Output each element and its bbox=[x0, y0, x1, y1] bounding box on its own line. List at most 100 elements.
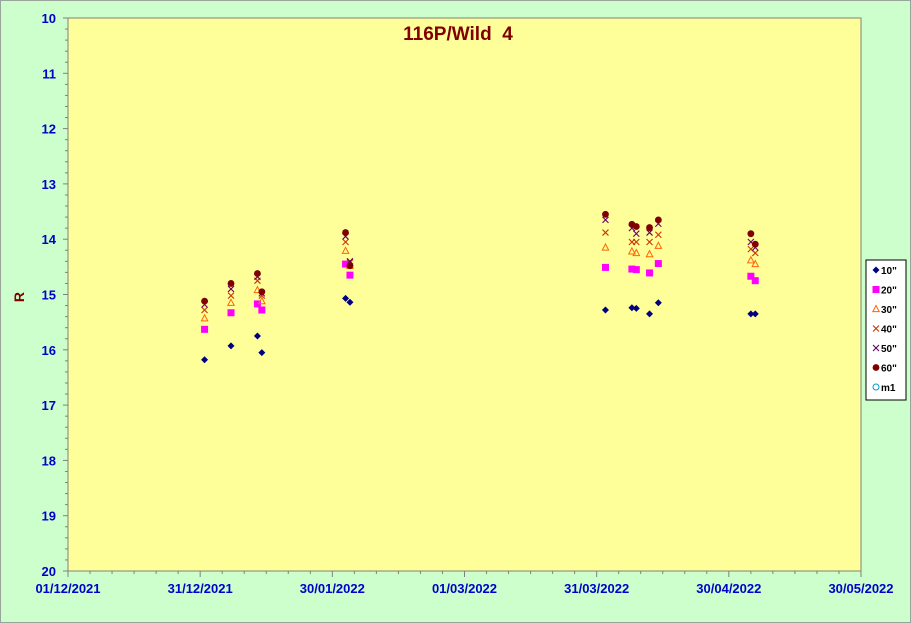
data-point bbox=[747, 310, 755, 318]
y-tick-label: 14 bbox=[42, 232, 57, 247]
series-4 bbox=[201, 229, 759, 314]
chart-title: 116P/Wild 4 bbox=[403, 24, 513, 45]
x-tick-label: 01/12/2021 bbox=[35, 581, 100, 596]
data-point bbox=[646, 269, 654, 277]
legend-marker bbox=[872, 286, 880, 293]
data-point bbox=[646, 238, 653, 246]
data-point bbox=[746, 255, 755, 264]
data-marks bbox=[200, 210, 760, 364]
y-tick-label: 19 bbox=[42, 509, 56, 524]
legend-marker bbox=[872, 325, 880, 332]
legend-label: 50" bbox=[881, 344, 897, 355]
data-point bbox=[346, 298, 354, 306]
y-tick-label: 18 bbox=[42, 453, 56, 468]
data-point bbox=[751, 277, 759, 285]
data-point bbox=[654, 216, 662, 224]
data-point bbox=[341, 246, 350, 254]
data-point bbox=[646, 229, 653, 236]
legend-box bbox=[865, 259, 907, 401]
data-point bbox=[751, 249, 759, 257]
data-point bbox=[201, 297, 208, 305]
data-point bbox=[253, 300, 261, 308]
data-point bbox=[342, 294, 350, 302]
legend-label: 30" bbox=[881, 305, 897, 316]
data-point bbox=[201, 356, 209, 364]
legend-label: 10" bbox=[881, 266, 897, 277]
data-point bbox=[258, 349, 266, 357]
legend-label: m1 bbox=[881, 383, 896, 394]
data-point bbox=[201, 325, 209, 333]
data-point bbox=[628, 265, 636, 273]
data-point bbox=[654, 299, 662, 307]
data-point bbox=[253, 285, 262, 294]
data-point bbox=[628, 304, 636, 312]
data-point bbox=[601, 242, 610, 251]
data-point bbox=[751, 240, 759, 248]
data-point bbox=[342, 229, 349, 236]
data-point bbox=[654, 260, 662, 268]
data-point bbox=[342, 238, 349, 246]
data-point bbox=[226, 298, 236, 306]
data-point bbox=[632, 223, 640, 230]
y-tick-label: 17 bbox=[42, 398, 56, 413]
series-1 bbox=[201, 294, 759, 364]
y-tick-label: 16 bbox=[42, 343, 56, 358]
data-point bbox=[632, 230, 640, 238]
legend-label: 60" bbox=[881, 364, 897, 375]
y-axis-title: R bbox=[11, 292, 27, 302]
data-point bbox=[632, 248, 641, 257]
axes: 10 11 12 13 14 15 16 17 18 19 20 01/12/2021 31/12/20… bbox=[35, 11, 893, 596]
data-point bbox=[747, 272, 755, 280]
data-point bbox=[201, 306, 208, 314]
x-tick-label: 31/12/2021 bbox=[168, 581, 233, 596]
y-tick-label: 10 bbox=[42, 11, 56, 26]
data-point bbox=[258, 306, 266, 314]
y-tick-label: 15 bbox=[42, 288, 56, 303]
data-point bbox=[602, 216, 609, 224]
data-point bbox=[227, 285, 235, 293]
legend-marker bbox=[871, 304, 881, 313]
data-point bbox=[601, 306, 609, 314]
data-point bbox=[227, 342, 235, 350]
legend-marker bbox=[872, 364, 880, 371]
data-point bbox=[747, 230, 755, 238]
y-tick-label: 12 bbox=[42, 122, 56, 137]
data-point bbox=[751, 259, 760, 268]
legend: 10" 20" 30" 40" 50" 60" m1 bbox=[865, 259, 907, 401]
data-point bbox=[751, 310, 759, 318]
x-tick-label: 30/04/2022 bbox=[696, 581, 761, 596]
x-tick-label: 31/03/2022 bbox=[564, 581, 629, 596]
data-point bbox=[227, 292, 235, 299]
data-point bbox=[632, 238, 640, 246]
x-tick-label: 30/01/2022 bbox=[300, 581, 365, 596]
data-point bbox=[646, 224, 653, 231]
data-point bbox=[602, 229, 609, 236]
y-tick-label: 13 bbox=[42, 177, 56, 192]
y-tick-label: 11 bbox=[42, 66, 56, 81]
data-point bbox=[227, 280, 235, 287]
series-6 bbox=[201, 210, 759, 305]
data-point bbox=[601, 263, 609, 271]
x-tick-label: 01/03/2022 bbox=[432, 581, 497, 596]
y-tick-label: 20 bbox=[42, 564, 56, 579]
data-point bbox=[200, 313, 209, 322]
series-2 bbox=[201, 260, 759, 333]
legend-marker bbox=[872, 266, 880, 274]
legend-marker bbox=[872, 383, 880, 391]
data-point bbox=[632, 304, 640, 312]
plot-area bbox=[67, 17, 862, 572]
data-point bbox=[346, 262, 354, 270]
data-point bbox=[227, 309, 235, 317]
data-point bbox=[632, 266, 640, 274]
x-tick-label: 30/05/2022 bbox=[828, 581, 893, 596]
data-point bbox=[645, 249, 654, 258]
data-point bbox=[346, 271, 354, 279]
data-point bbox=[654, 241, 663, 249]
data-point bbox=[342, 260, 350, 268]
data-point bbox=[602, 210, 609, 218]
data-point bbox=[254, 270, 261, 277]
data-point bbox=[646, 310, 654, 318]
data-point bbox=[627, 246, 636, 255]
data-point bbox=[253, 332, 261, 340]
